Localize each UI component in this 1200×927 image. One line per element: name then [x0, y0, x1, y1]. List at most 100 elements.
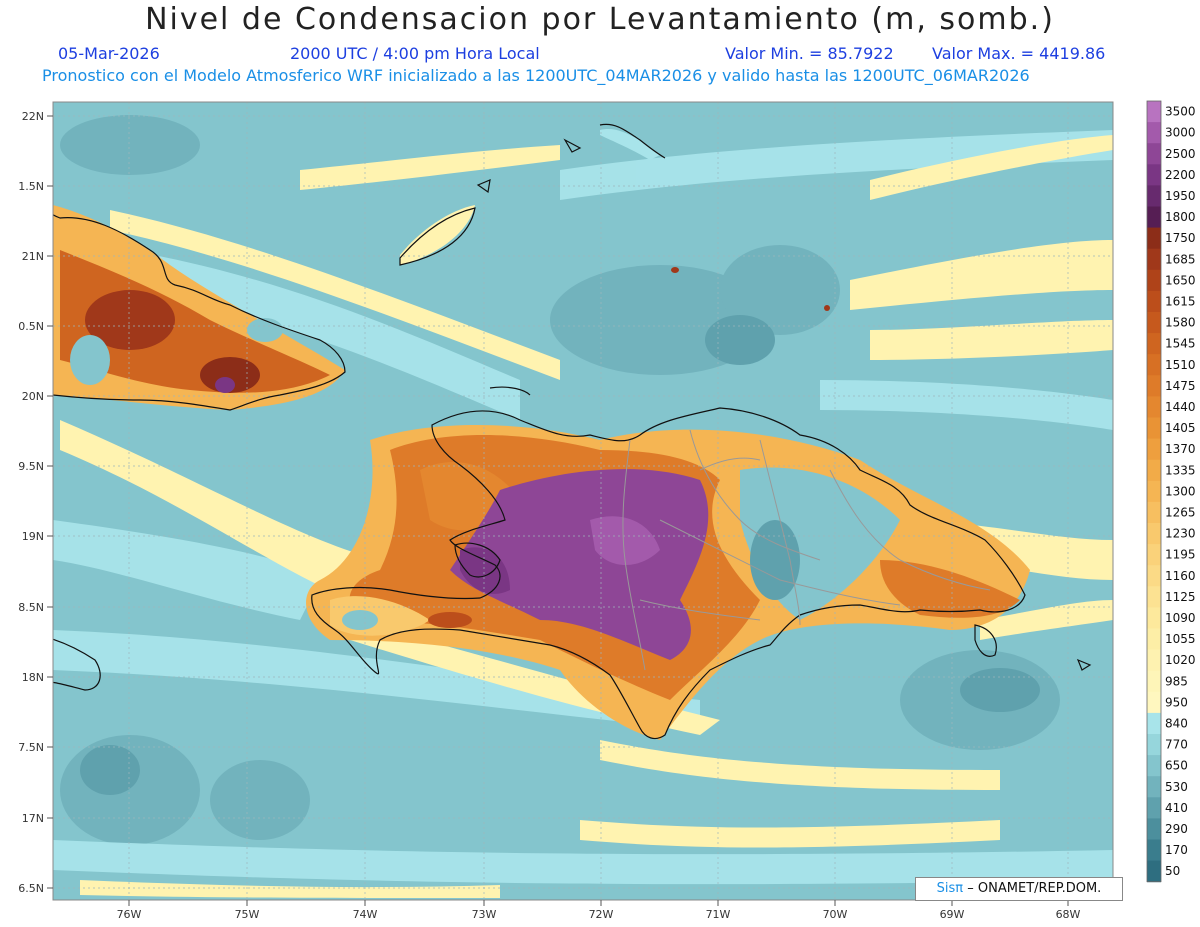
small-island-2: [476, 179, 491, 194]
colorbar-swatch: [1147, 227, 1161, 250]
colorbar-swatch: [1147, 670, 1161, 693]
lon-label: 72W: [589, 908, 614, 921]
lat-label: 21N: [22, 250, 44, 263]
colorbar-label: 1685: [1165, 252, 1196, 266]
colorbar-label: 290: [1165, 822, 1188, 836]
max-value-label: Valor Max. = 4419.86: [932, 44, 1106, 63]
forecast-label: Pronostico con el Modelo Atmosferico WRF…: [42, 66, 1030, 85]
lat-label: 6.5N: [18, 882, 44, 895]
latitude-axis: 22N 1.5N 21N 0.5N 20N 9.5N 19N 8.5N 18N …: [18, 110, 53, 895]
lon-label: 71W: [706, 908, 731, 921]
colorbar-swatch: [1147, 649, 1161, 672]
colorbar-label: 1090: [1165, 611, 1196, 625]
colorbar-label: 1125: [1165, 590, 1196, 604]
province-line-4: [659, 519, 901, 606]
colorbar-swatch: [1147, 565, 1161, 587]
lon-label: 68W: [1056, 908, 1081, 921]
colorbar-swatch: [1147, 206, 1161, 229]
province-borders: [622, 429, 991, 671]
colorbar-swatch: [1147, 839, 1161, 862]
colorbar-swatch: [1147, 312, 1161, 334]
cuba-field: [53, 205, 345, 410]
colorbar-swatch: [1147, 712, 1161, 735]
lat-label: 9.5N: [18, 460, 44, 473]
colorbar-label: 1195: [1165, 548, 1196, 562]
lat-label: 19N: [22, 530, 44, 543]
map-field: [53, 102, 1113, 900]
colorbar-label: 3500: [1165, 105, 1196, 119]
credit-text: – ONAMET/REP.DOM.: [967, 881, 1102, 896]
colorbar-label: 1615: [1165, 294, 1196, 308]
credit-brand: Sisπ: [936, 881, 964, 896]
province-line-3: [829, 469, 991, 591]
colorbar-swatch: [1147, 734, 1161, 756]
colorbar-swatch: [1147, 185, 1161, 207]
colorbar-swatch: [1147, 860, 1161, 883]
colorbar-label: 2200: [1165, 168, 1196, 182]
colorbar-swatch: [1147, 501, 1161, 524]
colorbar-swatch: [1147, 818, 1161, 840]
colorbar-swatch: [1147, 480, 1161, 503]
colorbar-label: 1230: [1165, 527, 1196, 541]
mona-island-coastline: [1076, 658, 1092, 671]
gonave-island-coastline: [454, 542, 501, 578]
ocean-darker-patches: [80, 315, 1040, 795]
lat-label: 22N: [22, 110, 44, 123]
colorbar-label: 1510: [1165, 358, 1196, 372]
inagua-coastline: [399, 207, 476, 266]
colorbar-swatch: [1147, 101, 1161, 123]
colorbar-swatch: [1147, 269, 1161, 292]
colorbar-label: 950: [1165, 695, 1188, 709]
colorbar-swatch: [1147, 396, 1161, 418]
colorbar-swatch: [1147, 586, 1161, 608]
caicos-coastline: [599, 123, 666, 159]
time-label: 2000 UTC / 4:00 pm Hora Local: [290, 44, 540, 63]
province-line-5: [639, 599, 761, 621]
colorbar-label: 1370: [1165, 442, 1196, 456]
colorbar-label: 1055: [1165, 632, 1196, 646]
lat-label: 18N: [22, 671, 44, 684]
province-line-1: [689, 429, 821, 561]
credit-box: Sisπ – ONAMET/REP.DOM.: [915, 877, 1123, 901]
colorbar: 3500 3000 2500 2200 1950 1800 1750 1685 1650 1615…: [1146, 100, 1196, 883]
lon-label: 76W: [117, 908, 142, 921]
colorbar-swatch: [1147, 164, 1161, 186]
jamaica-coastline: [53, 638, 101, 691]
colorbar-label: 530: [1165, 780, 1188, 794]
colorbar-swatch: [1147, 523, 1161, 545]
lon-label: 73W: [472, 908, 497, 921]
lon-label: 74W: [353, 908, 378, 921]
colorbar-label: 650: [1165, 759, 1188, 773]
colorbar-label: 410: [1165, 801, 1188, 815]
colorbar-swatch: [1147, 691, 1161, 714]
colorbar-label: 840: [1165, 717, 1188, 731]
saona-coastline: [974, 624, 997, 657]
colorbar-swatch: [1147, 628, 1161, 651]
min-value-label: Valor Min. = 85.7922: [725, 44, 894, 63]
colorbar-swatch: [1147, 143, 1161, 165]
colorbar-label: 3000: [1165, 126, 1196, 140]
colorbar-swatch: [1147, 354, 1161, 376]
province-line-6: [699, 457, 761, 471]
colorbar-label: 1405: [1165, 421, 1196, 435]
lat-label: 17N: [22, 812, 44, 825]
colorbar-label: 1750: [1165, 231, 1196, 245]
colorbar-swatch: [1147, 544, 1161, 566]
colorbar-swatch: [1147, 459, 1161, 482]
colorbar-label: 1440: [1165, 400, 1196, 414]
colorbar-label: 1160: [1165, 569, 1196, 583]
colorbar-label: 170: [1165, 843, 1188, 857]
colorbar-swatch: [1147, 797, 1161, 819]
lat-label: 7.5N: [18, 741, 44, 754]
colorbar-swatch: [1147, 607, 1161, 629]
hispaniola-coastline: [311, 407, 1026, 740]
colorbar-label: 985: [1165, 674, 1188, 688]
lat-label: 1.5N: [18, 180, 44, 193]
tortuga-coastline: [489, 386, 531, 396]
colorbar-label: 1265: [1165, 506, 1196, 520]
cuba-coastline: [53, 214, 346, 411]
map-frame: [52, 101, 1114, 901]
colorbar-swatch: [1147, 375, 1161, 397]
colorbar-label: 1545: [1165, 337, 1196, 351]
